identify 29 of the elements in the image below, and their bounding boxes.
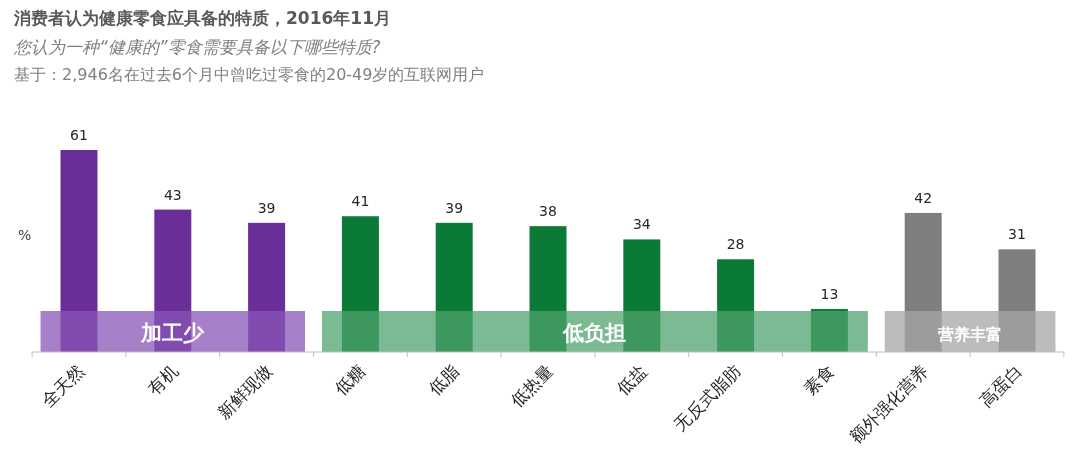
data-label: 43 xyxy=(163,186,182,203)
x-tick-label: 有机 xyxy=(143,360,182,399)
x-tick-label: 高蛋白 xyxy=(975,360,1026,411)
x-tick-label: 低脂 xyxy=(424,360,464,399)
data-label: 38 xyxy=(539,203,557,220)
x-tick-label: 全天然 xyxy=(37,360,88,411)
data-label: 61 xyxy=(70,127,88,143)
x-tick-label: 低热量 xyxy=(506,360,557,411)
x-tick-label: 新鲜现做 xyxy=(213,360,276,423)
text: 基于：2,946名在过去6个月中曾吃过零食的20-49岁的互联网用户 xyxy=(14,65,485,84)
band-label: 营养丰富 xyxy=(937,325,1003,344)
data-label: 42 xyxy=(914,189,933,206)
band-label: 加工少 xyxy=(140,321,206,345)
data-label: 39 xyxy=(257,199,276,216)
data-label: 13 xyxy=(820,285,839,302)
x-tick-label: 额外强化营养 xyxy=(845,360,933,447)
data-label: 34 xyxy=(632,216,651,233)
data-label: 39 xyxy=(445,199,464,216)
x-tick-label: 素食 xyxy=(800,360,839,399)
data-label: 28 xyxy=(726,236,745,253)
data-label: 31 xyxy=(1008,226,1026,243)
x-tick-label: 低盐 xyxy=(612,360,651,399)
band-label: 低负担 xyxy=(562,321,627,345)
x-tick-label: 无反式脂肪 xyxy=(670,360,745,435)
chart-title: 消费者认为健康零食应具备的特质，2016年11月 xyxy=(13,8,391,28)
y-axis-title: % xyxy=(18,227,32,243)
x-tick-label: 低糖 xyxy=(331,360,370,399)
chart-subtitle: 您认为一种“健康的”零食需要具备以下哪些特质? xyxy=(13,37,381,57)
data-label: 41 xyxy=(351,193,370,210)
